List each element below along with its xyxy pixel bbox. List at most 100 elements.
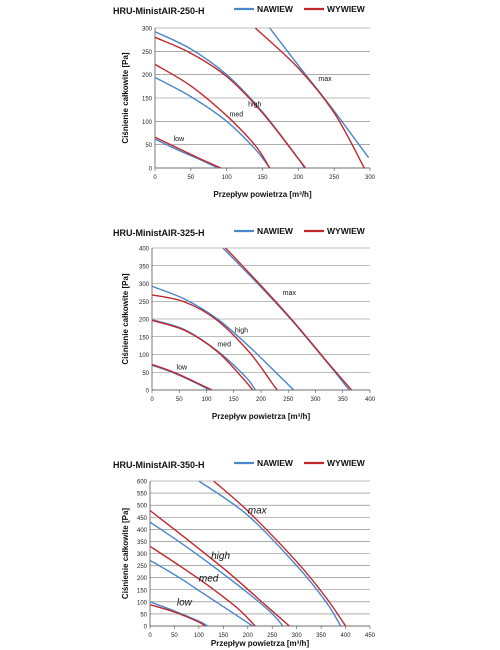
legend-label: WYWIEW xyxy=(327,4,366,14)
x-tick-label: 250 xyxy=(329,175,340,181)
x-tick-label: 350 xyxy=(316,633,327,639)
x-tick-label: 200 xyxy=(243,633,254,639)
annotation-low: low xyxy=(174,136,185,143)
x-tick-label: 150 xyxy=(257,175,268,181)
x-tick-label: 300 xyxy=(292,633,303,639)
legend-label: NAWIEW xyxy=(257,226,294,236)
y-tick-label: 300 xyxy=(142,27,153,33)
y-tick-label: 150 xyxy=(137,588,148,594)
chart-svg: HRU-MinistAIR-350-H NAWIEW WYWIEW 0 50 100 150… xyxy=(113,458,376,648)
y-tick-label: 150 xyxy=(139,335,150,341)
x-tick-label: 100 xyxy=(194,633,205,639)
chart-hru-350: HRU-MinistAIR-350-H NAWIEW WYWIEW 0 50 100 150… xyxy=(0,448,500,650)
series-line-nawiew-med xyxy=(150,559,254,626)
annotation-low: low xyxy=(177,597,193,608)
x-tick-label: 50 xyxy=(187,175,194,181)
series-line-nawiew-max xyxy=(198,481,342,626)
x-axis-label: Przepływ powietrza [m³/h] xyxy=(213,190,312,199)
annotation-low: low xyxy=(177,364,188,371)
chart-hru-325: HRU-MinistAIR-325-H NAWIEW WYWIEW 0 50 100 150… xyxy=(0,222,500,427)
series-line-nawiew-high xyxy=(150,521,284,626)
x-tick-label: 300 xyxy=(310,397,321,403)
x-tick-label: 250 xyxy=(267,633,278,639)
annotation-med: med xyxy=(217,342,231,349)
x-tick-label: 100 xyxy=(201,397,212,403)
chart-svg: HRU-MinistAIR-325-H NAWIEW WYWIEW 0 50 100 150… xyxy=(113,226,376,421)
x-axis-label: Przepływ powietrza [m³/h] xyxy=(211,639,310,648)
annotation-high: high xyxy=(211,551,230,562)
y-tick-label: 350 xyxy=(137,540,148,546)
x-tick-label: 200 xyxy=(293,175,304,181)
x-tick-label: 200 xyxy=(256,397,267,403)
legend-label: WYWIEW xyxy=(327,226,366,236)
series-line-wywiew-high xyxy=(150,509,290,626)
series-line-nawiew-low xyxy=(155,138,219,168)
y-tick-label: 150 xyxy=(142,97,153,103)
x-tick-label: 100 xyxy=(222,175,233,181)
x-tick-label: 400 xyxy=(365,397,376,403)
y-tick-label: 0 xyxy=(149,167,153,173)
series-line-wywiew-low xyxy=(152,363,213,390)
series-line-wywiew-med xyxy=(152,319,254,390)
x-tick-label: 150 xyxy=(218,633,229,639)
series-group xyxy=(150,481,347,626)
y-tick-label: 500 xyxy=(137,504,148,510)
x-tick-label: 350 xyxy=(338,397,349,403)
annotation-med: med xyxy=(199,573,219,584)
annotation-med: med xyxy=(230,112,244,119)
y-tick-label: 350 xyxy=(139,264,150,270)
y-tick-label: 100 xyxy=(142,120,153,126)
chart-title: HRU-MinistAIR-250-H xyxy=(113,6,205,16)
series-line-wywiew-med xyxy=(155,63,271,168)
x-tick-label: 50 xyxy=(176,397,183,403)
series-group xyxy=(155,28,370,168)
annotation-high: high xyxy=(235,327,248,334)
series-line-wywiew-low xyxy=(155,136,222,168)
series-line-nawiew-low xyxy=(150,601,209,626)
series-line-wywiew-med xyxy=(150,545,256,626)
y-tick-label: 250 xyxy=(139,300,150,306)
y-tick-label: 100 xyxy=(139,353,150,359)
y-tick-label: 400 xyxy=(139,247,150,253)
y-tick-label: 200 xyxy=(139,318,150,324)
legend-label: NAWIEW xyxy=(257,4,294,14)
x-tick-label: 450 xyxy=(365,633,376,639)
series-line-nawiew-med xyxy=(155,76,271,168)
y-tick-label: 250 xyxy=(142,50,153,56)
y-tick-label: 50 xyxy=(142,371,149,377)
y-tick-label: 550 xyxy=(137,492,148,498)
x-tick-label: 250 xyxy=(283,397,294,403)
x-tick-label: 0 xyxy=(148,633,152,639)
series-group xyxy=(152,248,353,390)
series-line-wywiew-max xyxy=(213,481,347,626)
legend-label: NAWIEW xyxy=(257,458,294,468)
y-tick-label: 0 xyxy=(146,389,150,395)
series-line-wywiew-max xyxy=(254,28,365,168)
annotation-max: max xyxy=(283,290,297,297)
y-tick-label: 450 xyxy=(137,516,148,522)
y-tick-label: 200 xyxy=(137,576,148,582)
y-axis-label: Ciśnienie całkowite [Pa] xyxy=(121,508,130,599)
y-tick-label: 50 xyxy=(140,612,147,618)
x-tick-label: 0 xyxy=(150,397,154,403)
y-tick-label: 0 xyxy=(144,625,148,631)
annotation-max: max xyxy=(318,76,332,83)
chart-hru-250: HRU-MinistAIR-250-H NAWIEW WYWIEW 0 50 100 150… xyxy=(0,0,500,210)
y-tick-label: 300 xyxy=(139,282,150,288)
series-line-wywiew-low xyxy=(150,604,206,626)
x-axis-label: Przepływ powietrza [m³/h] xyxy=(212,412,311,421)
chart-title: HRU-MinistAIR-350-H xyxy=(113,460,205,470)
legend-label: WYWIEW xyxy=(327,458,366,468)
y-axis-label: Ciśnienie całkowite [Pa] xyxy=(121,52,130,143)
y-tick-label: 600 xyxy=(137,480,148,486)
annotation-max: max xyxy=(248,506,268,517)
x-tick-label: 0 xyxy=(153,175,157,181)
series-line-wywiew-high xyxy=(155,36,307,168)
annotation-high: high xyxy=(248,101,261,108)
y-tick-label: 300 xyxy=(137,552,148,558)
series-line-wywiew-max xyxy=(225,248,353,390)
series-line-wywiew-high xyxy=(152,294,278,390)
y-tick-label: 200 xyxy=(142,73,153,79)
x-tick-label: 150 xyxy=(229,397,240,403)
y-tick-label: 100 xyxy=(137,600,148,606)
